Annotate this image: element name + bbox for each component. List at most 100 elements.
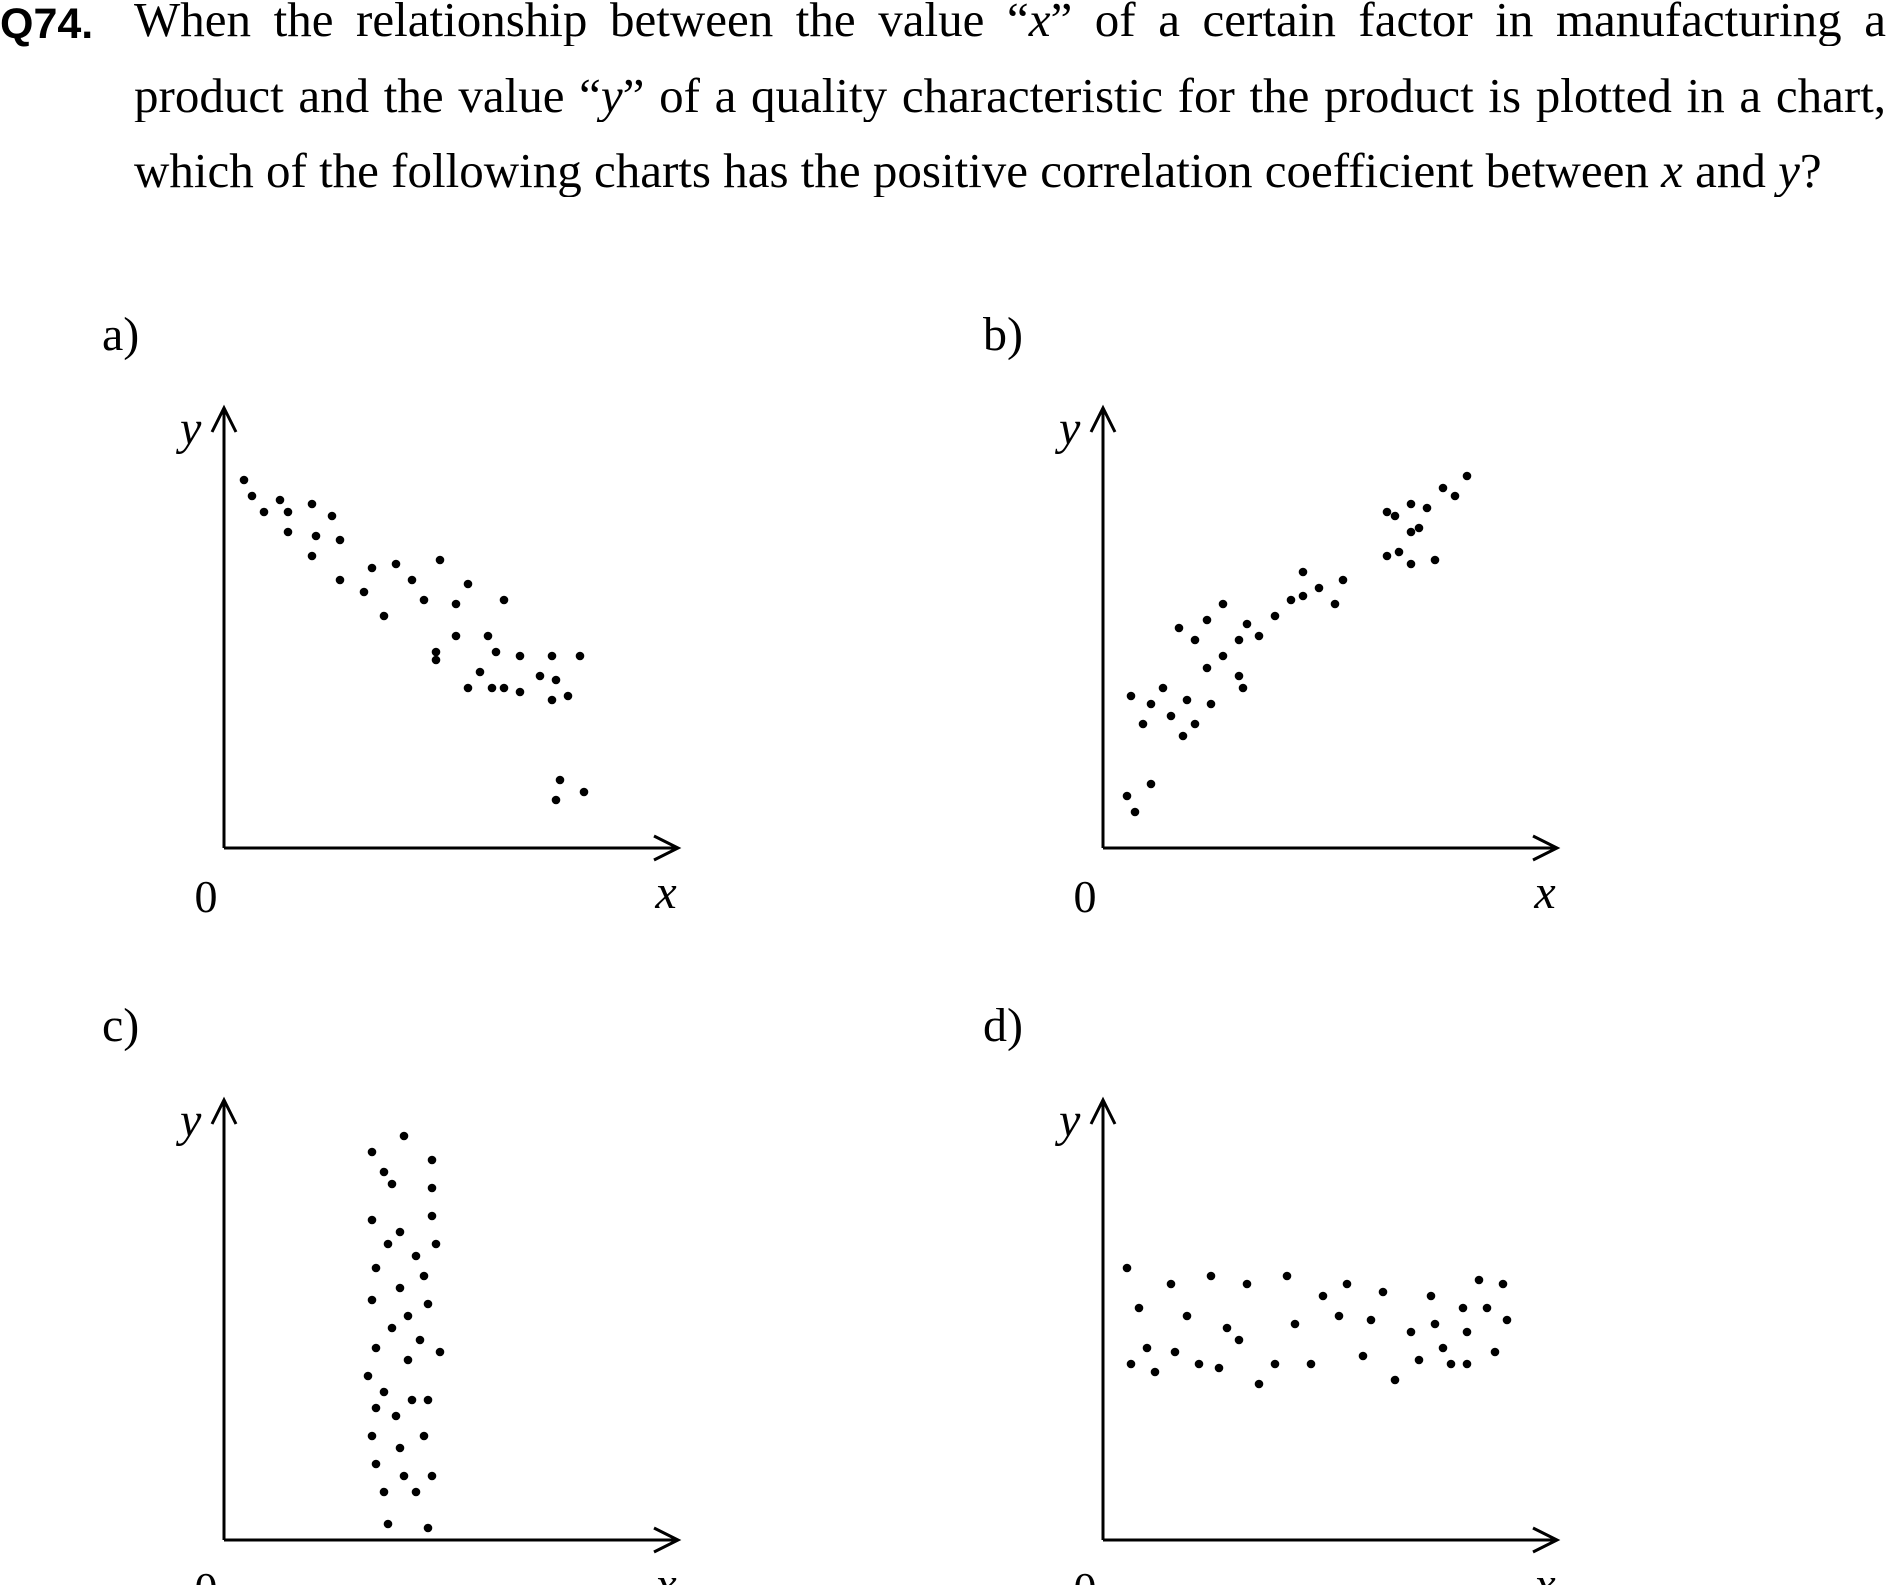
data-point bbox=[407, 1395, 417, 1405]
data-point bbox=[1174, 623, 1184, 633]
data-point bbox=[387, 1179, 397, 1189]
data-point bbox=[1138, 719, 1148, 729]
question-line-2: product and the value “y” of a quality c… bbox=[134, 70, 1886, 122]
x-axis-arrow bbox=[653, 834, 682, 862]
data-point bbox=[555, 775, 565, 785]
data-point bbox=[1122, 791, 1132, 801]
data-point bbox=[1290, 1319, 1300, 1329]
data-point bbox=[335, 535, 345, 545]
data-point bbox=[1214, 1363, 1224, 1373]
variable-x: x bbox=[1661, 145, 1683, 197]
data-point bbox=[1158, 683, 1168, 693]
data-point bbox=[515, 651, 525, 661]
scatter-chart-c: c) y x 0 bbox=[102, 999, 682, 1585]
data-point bbox=[1206, 699, 1216, 709]
question-text: and bbox=[1682, 145, 1779, 197]
data-point bbox=[367, 1295, 377, 1305]
data-point bbox=[1390, 511, 1400, 521]
data-point bbox=[1122, 1263, 1132, 1273]
data-point bbox=[1130, 807, 1140, 817]
data-point bbox=[1146, 779, 1156, 789]
y-axis-arrow bbox=[210, 404, 238, 433]
data-point bbox=[1446, 1359, 1456, 1369]
data-point bbox=[1334, 1311, 1344, 1321]
x-axis-label: x bbox=[654, 1558, 676, 1585]
data-point bbox=[411, 1487, 421, 1497]
question-text: which of the following charts has the po… bbox=[134, 145, 1662, 197]
data-point bbox=[1430, 1319, 1440, 1329]
data-point bbox=[431, 647, 441, 657]
data-point bbox=[391, 559, 401, 569]
data-point bbox=[1134, 1303, 1144, 1313]
data-point bbox=[379, 1387, 389, 1397]
data-point bbox=[427, 1471, 437, 1481]
data-point bbox=[327, 511, 337, 521]
data-point bbox=[1218, 651, 1228, 661]
data-point bbox=[1202, 663, 1212, 673]
data-point bbox=[283, 507, 293, 517]
question-text: When the relationship between the value … bbox=[134, 0, 1029, 46]
data-point bbox=[399, 1131, 409, 1141]
data-point bbox=[311, 531, 321, 541]
data-point bbox=[419, 1431, 429, 1441]
data-point bbox=[1298, 567, 1308, 577]
question-text: ” of a quality characteristic for the pr… bbox=[622, 70, 1886, 122]
data-point bbox=[1222, 1323, 1232, 1333]
data-point bbox=[1126, 1359, 1136, 1369]
data-point bbox=[275, 495, 285, 505]
data-point bbox=[1378, 1287, 1388, 1297]
data-point bbox=[1490, 1347, 1500, 1357]
data-point bbox=[1462, 471, 1472, 481]
variable-y: y bbox=[600, 70, 623, 122]
data-point bbox=[1270, 1359, 1280, 1369]
data-point bbox=[1330, 599, 1340, 609]
data-point bbox=[551, 675, 561, 685]
data-point bbox=[547, 695, 557, 705]
data-point bbox=[379, 611, 389, 621]
data-point bbox=[371, 1403, 381, 1413]
data-point bbox=[415, 1335, 425, 1345]
data-point bbox=[483, 631, 493, 641]
data-point bbox=[1166, 711, 1176, 721]
data-point bbox=[399, 1471, 409, 1481]
data-point bbox=[1382, 507, 1392, 517]
data-point bbox=[367, 1431, 377, 1441]
data-point bbox=[1166, 1279, 1176, 1289]
data-point bbox=[259, 507, 269, 517]
data-point bbox=[379, 1167, 389, 1177]
data-point bbox=[1414, 523, 1424, 533]
origin-label: 0 bbox=[195, 871, 218, 922]
data-point bbox=[395, 1227, 405, 1237]
data-point bbox=[423, 1395, 433, 1405]
data-point bbox=[423, 1299, 433, 1309]
question-text: ” of a certain factor in manufacturing a bbox=[1050, 0, 1886, 46]
data-point bbox=[419, 1271, 429, 1281]
data-point bbox=[1406, 1327, 1416, 1337]
data-point bbox=[463, 683, 473, 693]
data-point bbox=[1306, 1359, 1316, 1369]
data-point bbox=[307, 499, 317, 509]
data-point bbox=[547, 651, 557, 661]
data-point bbox=[491, 647, 501, 657]
scatter-chart-a: a) y x 0 bbox=[102, 308, 682, 922]
data-point bbox=[1450, 491, 1460, 501]
data-point bbox=[1406, 499, 1416, 509]
data-point bbox=[1254, 631, 1264, 641]
y-axis-label: y bbox=[175, 402, 202, 455]
data-point bbox=[475, 667, 485, 677]
data-point bbox=[427, 1183, 437, 1193]
data-point bbox=[1234, 1335, 1244, 1345]
data-point bbox=[1238, 683, 1248, 693]
origin-label: 0 bbox=[1074, 871, 1097, 922]
data-point bbox=[1366, 1315, 1376, 1325]
data-point bbox=[1286, 595, 1296, 605]
data-point bbox=[1270, 611, 1280, 621]
question-line-1: When the relationship between the value … bbox=[134, 0, 1886, 46]
data-point bbox=[535, 671, 545, 681]
data-point bbox=[551, 795, 561, 805]
data-point bbox=[1190, 719, 1200, 729]
question: Q74. When the relationship between the v… bbox=[0, 0, 1888, 230]
data-point bbox=[1318, 1291, 1328, 1301]
y-axis-label: y bbox=[175, 1094, 202, 1147]
